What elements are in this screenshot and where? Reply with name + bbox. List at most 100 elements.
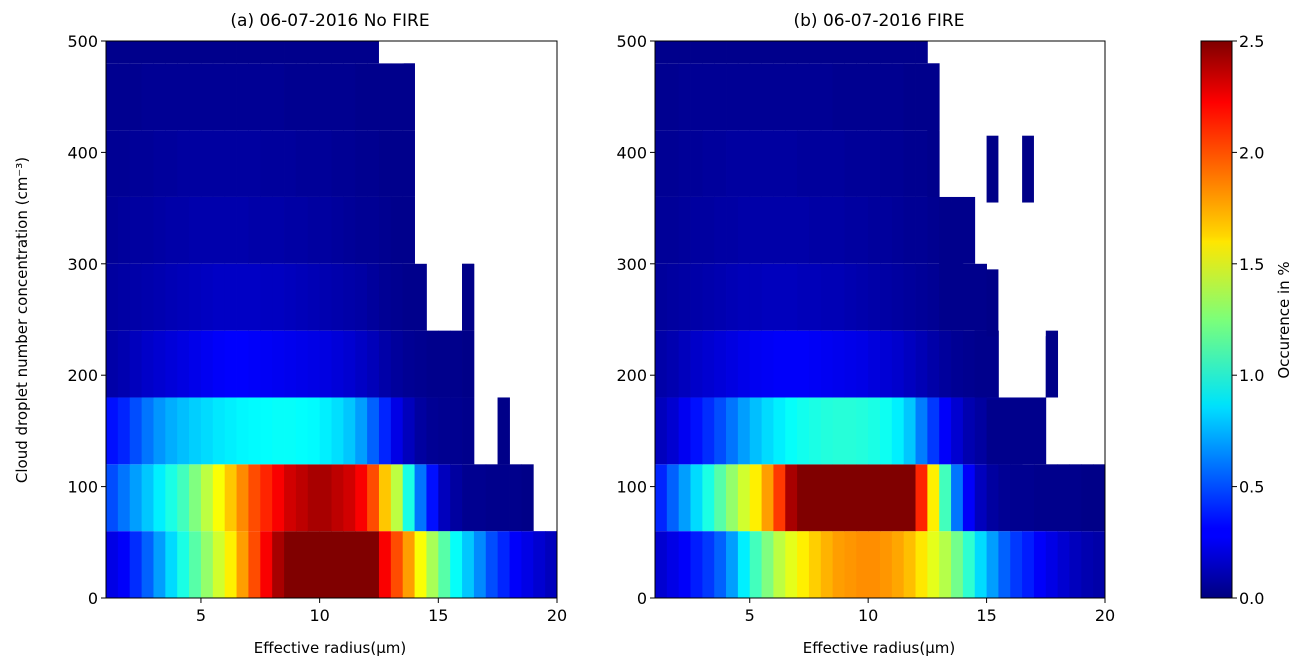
heatmap-cell (462, 397, 475, 465)
y-tick-label: 300 (67, 255, 98, 274)
heatmap-cell (212, 263, 226, 331)
heatmap-cell (319, 531, 332, 598)
heatmap-cell (509, 531, 522, 598)
heatmap-cell (141, 464, 154, 532)
heatmap-cell (497, 531, 510, 598)
heatmap-cell (189, 397, 202, 465)
heatmap-cell (974, 397, 987, 465)
heatmap-cell (655, 196, 668, 264)
heatmap-cell (915, 397, 928, 465)
heatmap-cell (248, 330, 261, 398)
heatmap-cell (820, 464, 834, 532)
heatmap-cell (307, 63, 321, 131)
heatmap-cell (521, 531, 534, 598)
heatmap-cell (1033, 464, 1047, 532)
heatmap-cell (749, 196, 762, 264)
colorbar-gradient (1200, 40, 1233, 599)
heatmap-cell (844, 130, 857, 197)
heatmap-cell (856, 41, 869, 64)
heatmap-cell (450, 531, 463, 598)
heatmap-cell (678, 263, 691, 331)
heatmap-cell (690, 397, 703, 465)
heatmap-cell (295, 41, 309, 64)
heatmap-cell (295, 130, 309, 197)
heatmap-cell (343, 196, 356, 264)
heatmap-cell (367, 397, 380, 465)
heatmap-cell (117, 397, 131, 465)
heatmap-cell (844, 63, 857, 131)
heatmap-cell (773, 531, 786, 598)
heatmap-cell (260, 397, 273, 465)
heatmap-cell (737, 397, 751, 465)
heatmap-cell (390, 330, 404, 398)
heatmap-cell (986, 330, 999, 398)
heatmap-cell (939, 397, 952, 465)
colorbar-ticks: 0.0 0.5 1.0 1.5 2.0 2.5 (1232, 32, 1264, 608)
colorbar-label: Occurence in % (1275, 261, 1293, 378)
heatmap-cell (927, 464, 940, 532)
heatmap-cell (343, 464, 356, 532)
heatmap-cell (153, 41, 166, 64)
panel-a-ylabel: Cloud droplet number concentration (cm⁻³… (13, 157, 31, 483)
heatmap-cell (177, 531, 190, 598)
heatmap-cell (117, 464, 131, 532)
heatmap-cell (153, 531, 166, 598)
heatmap-cell (272, 397, 285, 465)
y-tick-label: 100 (67, 478, 98, 497)
heatmap-cell (189, 531, 202, 598)
heatmap-cell (666, 531, 680, 598)
heatmap-cell (761, 41, 774, 64)
heatmap-cell (236, 41, 249, 64)
heatmap-cell (655, 63, 668, 131)
heatmap-cell (355, 397, 368, 465)
heatmap-cell (797, 41, 810, 64)
heatmap-cell (224, 41, 237, 64)
heatmap-cell (655, 41, 668, 64)
heatmap-cell (951, 397, 964, 465)
heatmap-cell (927, 196, 940, 264)
heatmap-cell (402, 464, 415, 532)
panel-a-heatmap (106, 40, 558, 598)
heatmap-cell (248, 63, 261, 131)
heatmap-cell (367, 263, 380, 331)
heatmap-cell (106, 531, 119, 598)
heatmap-cell (951, 330, 964, 398)
heatmap-cell (856, 263, 869, 331)
heatmap-cell (903, 63, 916, 131)
heatmap-cell (284, 196, 297, 264)
heatmap-cell (129, 263, 143, 331)
heatmap-cell (844, 263, 857, 331)
heatmap-cell (473, 464, 487, 532)
heatmap-cell (307, 330, 321, 398)
heatmap-cell (343, 531, 356, 598)
heatmap-cell (414, 464, 427, 532)
heatmap-cell (915, 41, 928, 64)
heatmap-cell (165, 531, 178, 598)
heatmap-cell (820, 196, 834, 264)
heatmap-cell (714, 397, 727, 465)
heatmap-cell (737, 130, 751, 197)
heatmap-cell (390, 263, 404, 331)
heatmap-cell (749, 41, 762, 64)
heatmap-cell (248, 263, 261, 331)
heatmap-cell (331, 397, 344, 465)
heatmap-cell (367, 41, 380, 64)
heatmap-cell (189, 263, 202, 331)
heatmap-cell (702, 531, 715, 598)
heatmap-cell (666, 63, 680, 131)
heatmap-cell (355, 196, 368, 264)
heatmap-cell (690, 330, 703, 398)
heatmap-cell (331, 263, 344, 331)
heatmap-cell (749, 263, 762, 331)
heatmap-cell (260, 464, 273, 532)
heatmap-cell (224, 397, 237, 465)
y-tick-label: 100 (616, 478, 647, 497)
heatmap-cell (891, 263, 905, 331)
heatmap-cell (915, 531, 928, 598)
y-tick-label: 400 (616, 143, 647, 162)
heatmap-cell (153, 464, 166, 532)
heatmap-cell (177, 63, 190, 131)
heatmap-cell (200, 263, 214, 331)
